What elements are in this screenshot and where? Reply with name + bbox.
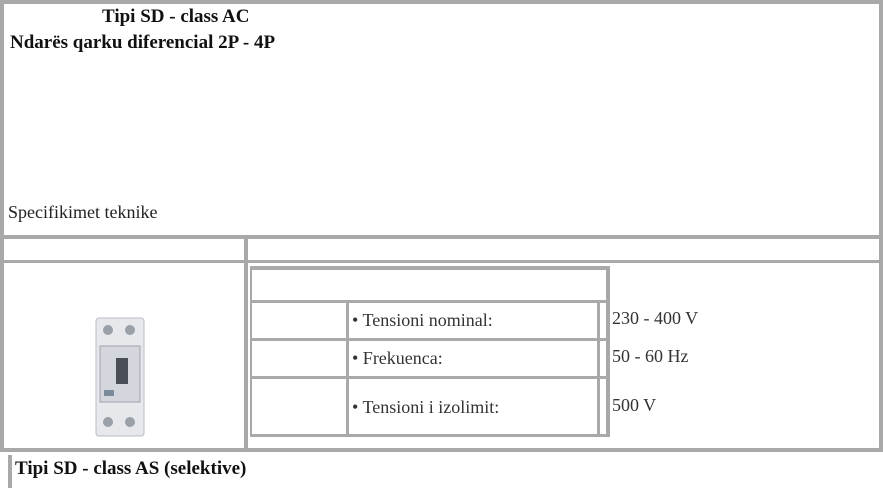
spec-label: • Frekuenca: [352, 348, 443, 368]
border [8, 455, 12, 488]
border [244, 237, 248, 450]
border [0, 235, 883, 239]
border [0, 0, 4, 450]
border [346, 300, 349, 436]
spec-label: • Tensioni i izolimit: [352, 397, 500, 417]
product-image [95, 317, 145, 437]
border [250, 376, 610, 379]
subtitle: Ndarës qarku diferencial 2P - 4P [10, 32, 276, 53]
border [250, 266, 252, 436]
border [597, 300, 600, 436]
footer-heading: Tipi SD - class AS (selektive) [15, 458, 247, 479]
border [250, 338, 610, 341]
spec-label: • Tensioni nominal: [352, 310, 493, 330]
spec-value: 50 - 60 Hz [612, 346, 689, 366]
border [250, 434, 610, 437]
border [250, 266, 610, 270]
border [879, 0, 883, 450]
border [606, 266, 610, 436]
spec-value: 230 - 400 V [612, 308, 699, 328]
border [0, 260, 883, 263]
section-label: Specifikimet teknike [8, 202, 158, 222]
spec-value: 500 V [612, 395, 657, 415]
border [0, 448, 883, 452]
border [250, 300, 610, 303]
title: Tipi SD - class AC [102, 6, 250, 27]
border [0, 0, 883, 4]
